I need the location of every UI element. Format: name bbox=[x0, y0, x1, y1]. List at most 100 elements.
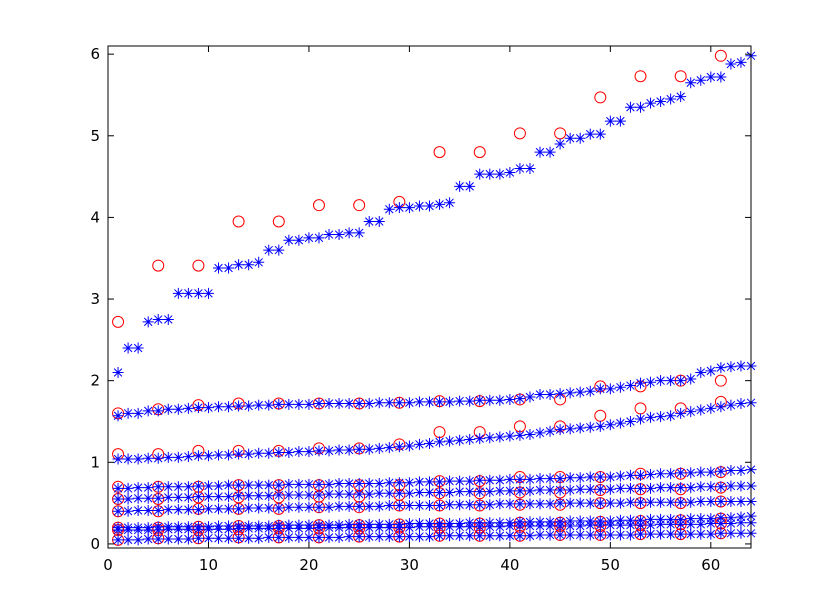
star-point bbox=[363, 398, 375, 410]
star-point bbox=[574, 529, 586, 541]
star-point bbox=[695, 518, 707, 530]
star-point bbox=[604, 471, 616, 483]
star-point bbox=[564, 423, 576, 435]
star-point bbox=[243, 400, 255, 412]
star-point bbox=[112, 453, 124, 465]
star-point bbox=[142, 405, 154, 417]
star-point bbox=[685, 482, 697, 494]
star-point bbox=[202, 532, 214, 544]
star-point bbox=[695, 481, 707, 493]
star-point bbox=[152, 313, 164, 325]
star-point bbox=[655, 375, 667, 387]
star-point bbox=[172, 481, 184, 493]
star-point bbox=[604, 483, 616, 495]
star-point bbox=[373, 216, 385, 227]
star-point bbox=[403, 500, 415, 512]
star-point bbox=[675, 496, 687, 508]
star-point bbox=[604, 497, 616, 509]
star-point bbox=[454, 499, 466, 511]
circle-point bbox=[513, 127, 526, 140]
star-point bbox=[474, 394, 486, 406]
star-point bbox=[524, 391, 536, 403]
star-point bbox=[534, 520, 546, 532]
star-point bbox=[474, 486, 486, 498]
star-point bbox=[403, 440, 415, 452]
star-point bbox=[614, 482, 626, 494]
star-point bbox=[192, 450, 204, 462]
star-point bbox=[363, 443, 375, 455]
star-point bbox=[373, 500, 385, 512]
star-point bbox=[594, 519, 606, 531]
star-point bbox=[444, 521, 456, 533]
star-point bbox=[353, 500, 365, 512]
star-point bbox=[213, 449, 225, 461]
star-point bbox=[424, 521, 435, 533]
star-point bbox=[273, 244, 285, 256]
star-point bbox=[534, 427, 546, 439]
star-point bbox=[283, 447, 295, 458]
star-point bbox=[313, 232, 325, 244]
star-point bbox=[162, 403, 174, 415]
star-point bbox=[383, 531, 395, 543]
star-point bbox=[243, 532, 255, 544]
star-point bbox=[343, 444, 355, 456]
star-point bbox=[283, 234, 295, 246]
star-point bbox=[363, 531, 375, 543]
star-point bbox=[303, 232, 315, 244]
star-point bbox=[695, 404, 707, 416]
star-point bbox=[514, 520, 526, 532]
star-point bbox=[454, 180, 466, 192]
star-point bbox=[253, 532, 265, 544]
star-point bbox=[243, 259, 255, 271]
star-point bbox=[584, 529, 596, 541]
star-point bbox=[494, 168, 506, 180]
x-tick-label: 50 bbox=[601, 556, 620, 574]
star-point bbox=[424, 200, 435, 212]
star-point bbox=[213, 532, 225, 544]
star-point bbox=[484, 486, 496, 498]
star-point bbox=[122, 407, 134, 419]
star-point bbox=[464, 486, 476, 498]
star-point bbox=[564, 529, 576, 541]
star-point bbox=[484, 474, 496, 486]
star-point bbox=[594, 529, 606, 541]
star-point bbox=[554, 473, 566, 485]
star-point bbox=[403, 477, 415, 489]
star-point bbox=[504, 167, 516, 179]
star-point bbox=[634, 413, 646, 425]
star-point bbox=[614, 115, 626, 127]
star-point bbox=[574, 520, 586, 532]
star-point bbox=[263, 447, 275, 459]
star-point bbox=[444, 499, 456, 511]
star-point bbox=[725, 399, 737, 411]
star-point bbox=[434, 476, 446, 488]
star-point bbox=[152, 524, 164, 536]
star-point bbox=[333, 488, 345, 500]
star-point bbox=[313, 398, 325, 410]
star-point bbox=[202, 402, 214, 414]
star-point bbox=[213, 523, 225, 535]
y-tick-label: 5 bbox=[90, 127, 100, 145]
star-point bbox=[162, 533, 174, 545]
star-point bbox=[122, 524, 134, 536]
star-point bbox=[213, 262, 225, 274]
star-point bbox=[122, 453, 134, 465]
star-point bbox=[283, 501, 295, 513]
star-point bbox=[464, 530, 476, 542]
star-point bbox=[514, 485, 526, 497]
star-point bbox=[705, 71, 717, 83]
star-point bbox=[514, 429, 526, 441]
star-point bbox=[202, 480, 214, 492]
star-point bbox=[393, 397, 405, 409]
star-point bbox=[112, 482, 124, 494]
star-point bbox=[524, 485, 536, 497]
star-point bbox=[554, 138, 566, 150]
x-tick-label: 30 bbox=[400, 556, 419, 574]
star-point bbox=[675, 482, 687, 494]
star-point bbox=[112, 534, 124, 546]
star-point bbox=[363, 500, 375, 512]
star-point bbox=[233, 448, 245, 460]
star-point bbox=[645, 97, 657, 109]
star-point bbox=[132, 492, 144, 504]
star-point bbox=[504, 520, 516, 532]
